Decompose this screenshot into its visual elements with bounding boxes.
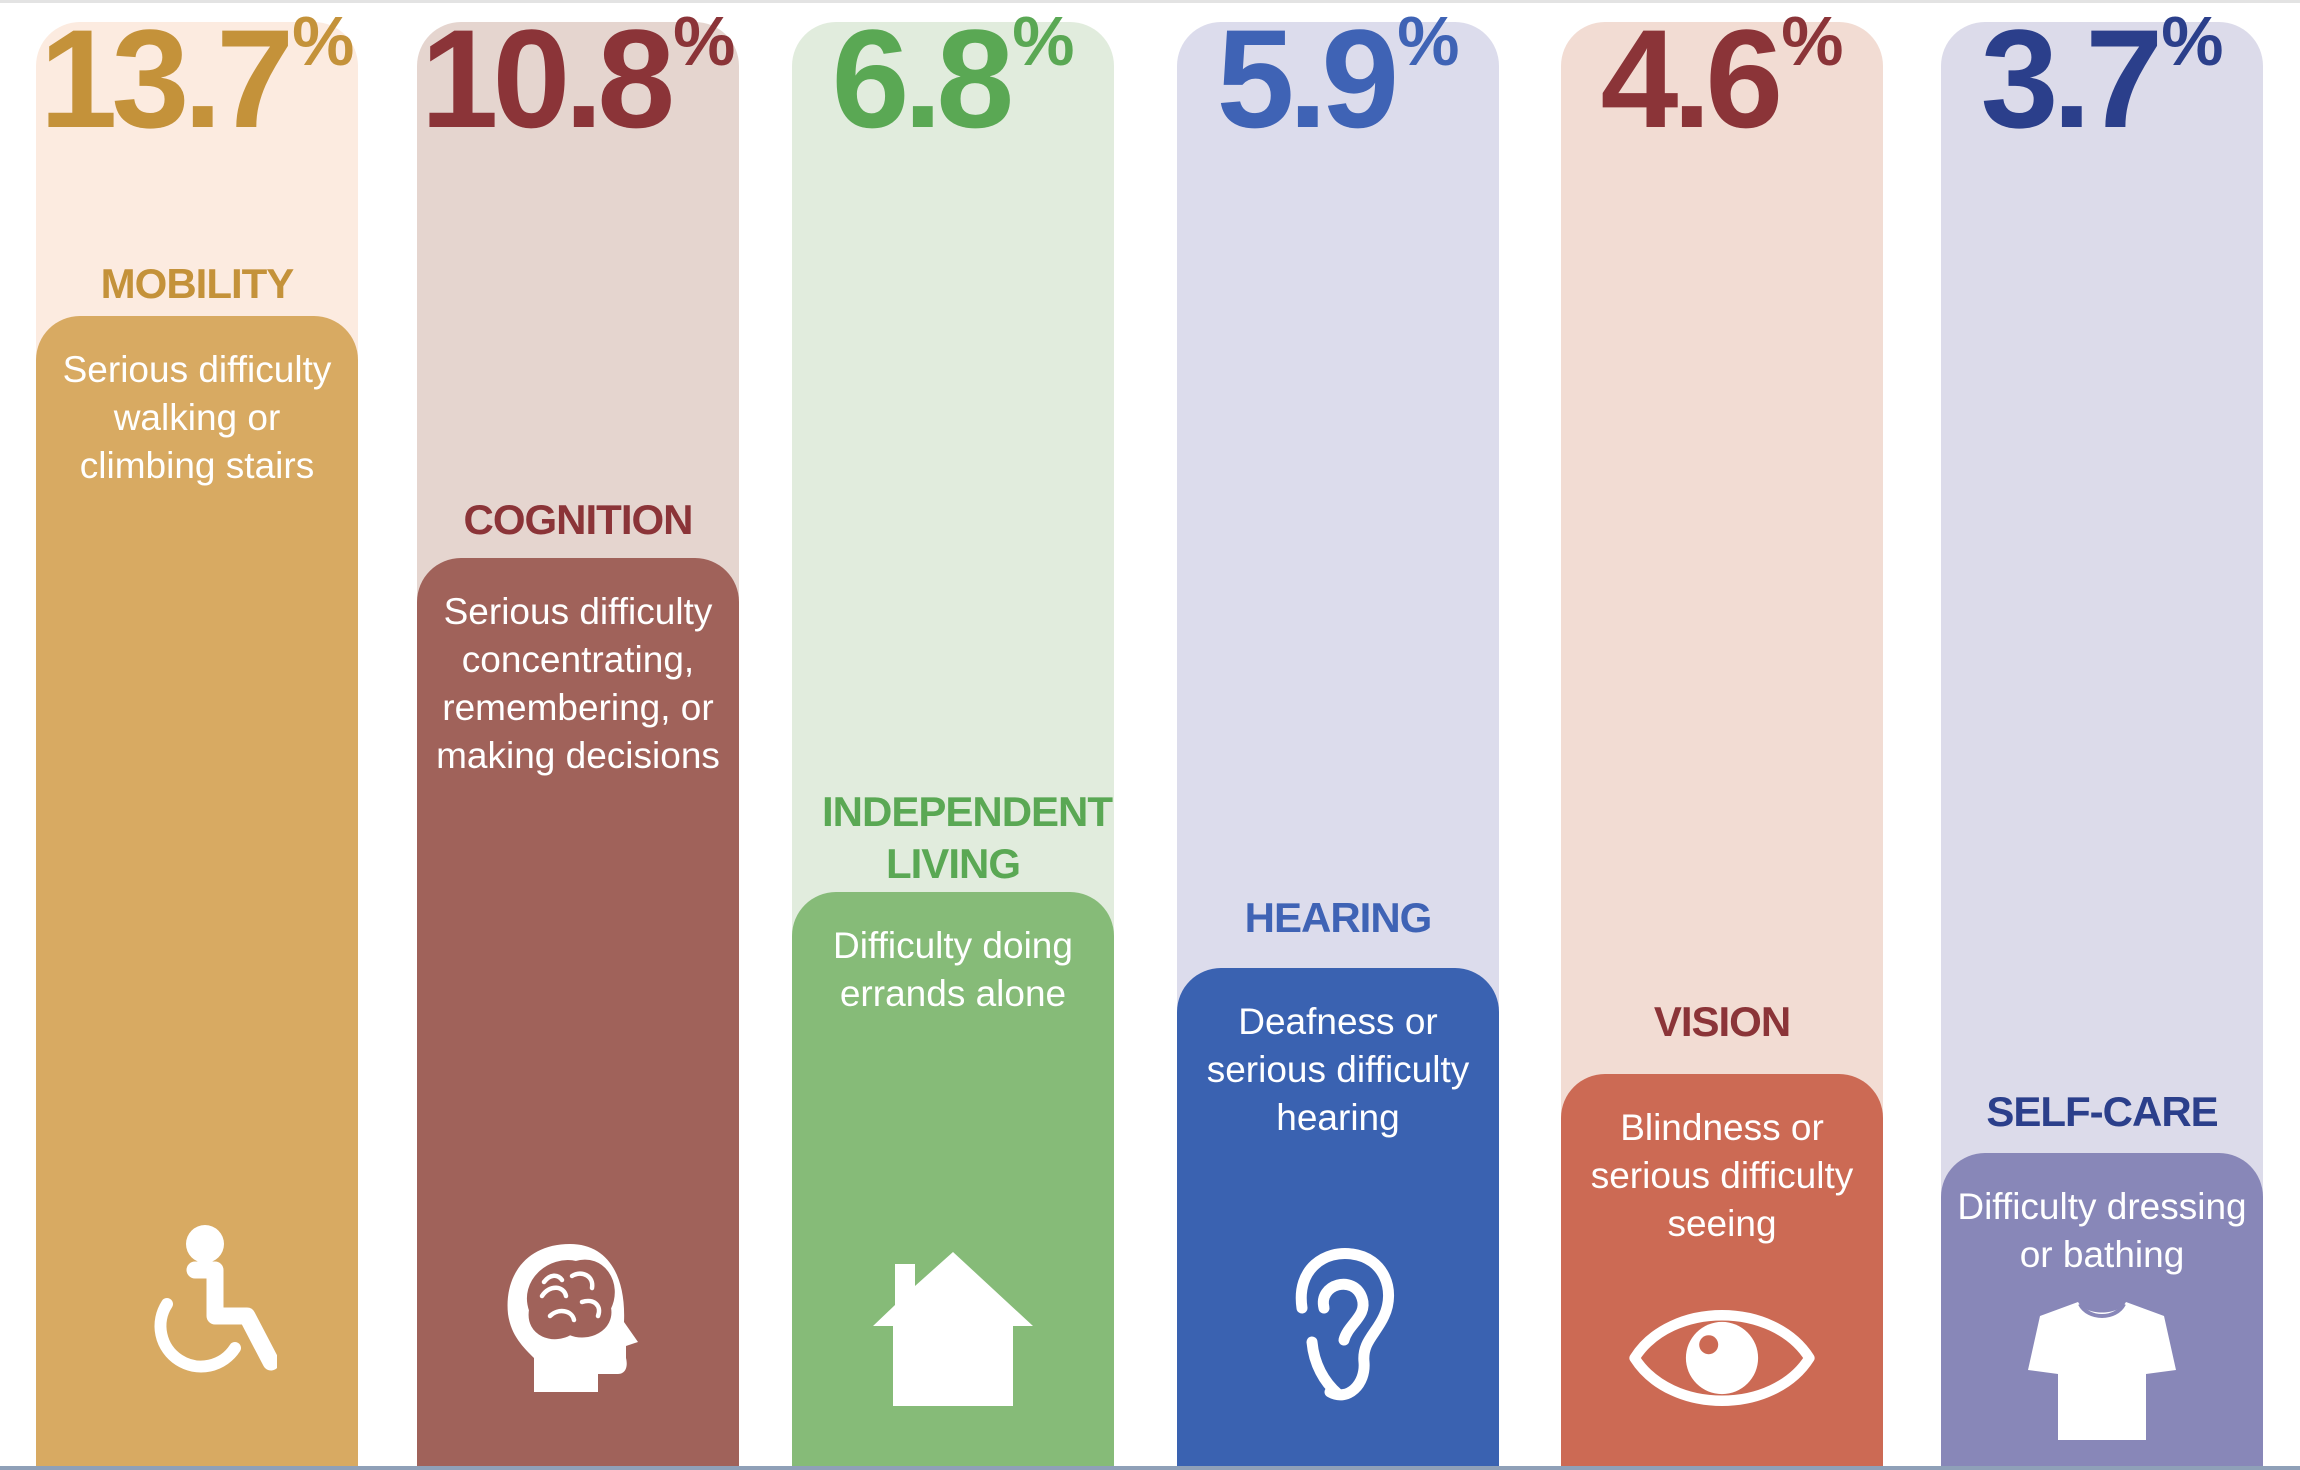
percent-sign: % — [1397, 2, 1460, 80]
bar-column-independent-living: 6.8% INDEPENDENT LIVING Difficulty doing e… — [792, 0, 1114, 1466]
wheelchair-icon — [117, 1222, 277, 1382]
top-divider — [0, 0, 2300, 3]
percent-sign: % — [292, 2, 355, 80]
category-description: Serious difficulty walking or climbing s… — [62, 349, 332, 486]
category-label: SELF-CARE — [1986, 1088, 2218, 1135]
category-label: VISION — [1653, 998, 1791, 1045]
bar-fill: Difficulty dressing or bathing — [1941, 1153, 2263, 1466]
bar-fill: Deafness or serious difficulty hearing — [1177, 968, 1499, 1466]
value-number: 3.7 — [1980, 0, 2164, 157]
category-label: COGNITION — [463, 496, 694, 543]
category-label: HEARING — [1244, 894, 1433, 941]
value-number: 4.6 — [1600, 0, 1784, 157]
category-label: INDEPENDENT LIVING — [822, 788, 1113, 887]
value-label: 4.6% — [1561, 6, 1883, 149]
bar-column-cognition: 10.8% COGNITION Serious difficulty concent… — [417, 0, 739, 1466]
bar-fill: Blindness or serious difficulty seeing — [1561, 1074, 1883, 1466]
value-number: 6.8 — [831, 0, 1015, 157]
percent-sign: % — [1781, 2, 1844, 80]
category-description: Difficulty dressing or bathing — [1957, 1186, 2247, 1275]
house-icon — [873, 1246, 1033, 1406]
value-label: 5.9% — [1177, 6, 1499, 149]
category-description: Blindness or serious difficulty seeing — [1590, 1107, 1854, 1244]
value-label: 10.8% — [417, 6, 739, 149]
value-number: 13.7 — [39, 0, 294, 157]
percent-sign: % — [673, 2, 736, 80]
brain-head-icon — [498, 1236, 658, 1396]
category-description: Deafness or serious difficulty hearing — [1206, 1001, 1470, 1138]
bar-fill: Serious difficulty walking or climbing s… — [36, 316, 358, 1466]
bar-column-hearing: 5.9% HEARING Deafness or serious difficult… — [1177, 0, 1499, 1466]
value-label: 13.7% — [36, 6, 358, 149]
value-number: 5.9 — [1216, 0, 1400, 157]
chart-baseline — [0, 1466, 2300, 1470]
category-description: Difficulty doing errands alone — [833, 925, 1073, 1014]
ear-icon — [1258, 1244, 1418, 1404]
percent-sign: % — [2161, 2, 2224, 80]
value-label: 6.8% — [792, 6, 1114, 149]
bar-column-self-care: 3.7% SELF-CARE Difficulty dressing or bath… — [1941, 0, 2263, 1466]
percent-sign: % — [1012, 2, 1075, 80]
category-description: Serious difficulty concentrating, rememb… — [436, 591, 720, 776]
category-label: MOBILITY — [100, 260, 295, 307]
eye-icon — [1627, 1278, 1817, 1438]
tshirt-icon — [2022, 1286, 2182, 1446]
bar-column-mobility: 13.7% MOBILITY Serious difficulty walking … — [36, 0, 358, 1466]
bar-column-vision: 4.6% VISION Blindness or serious difficult… — [1561, 0, 1883, 1466]
value-label: 3.7% — [1941, 6, 2263, 149]
value-number: 10.8 — [420, 0, 675, 157]
